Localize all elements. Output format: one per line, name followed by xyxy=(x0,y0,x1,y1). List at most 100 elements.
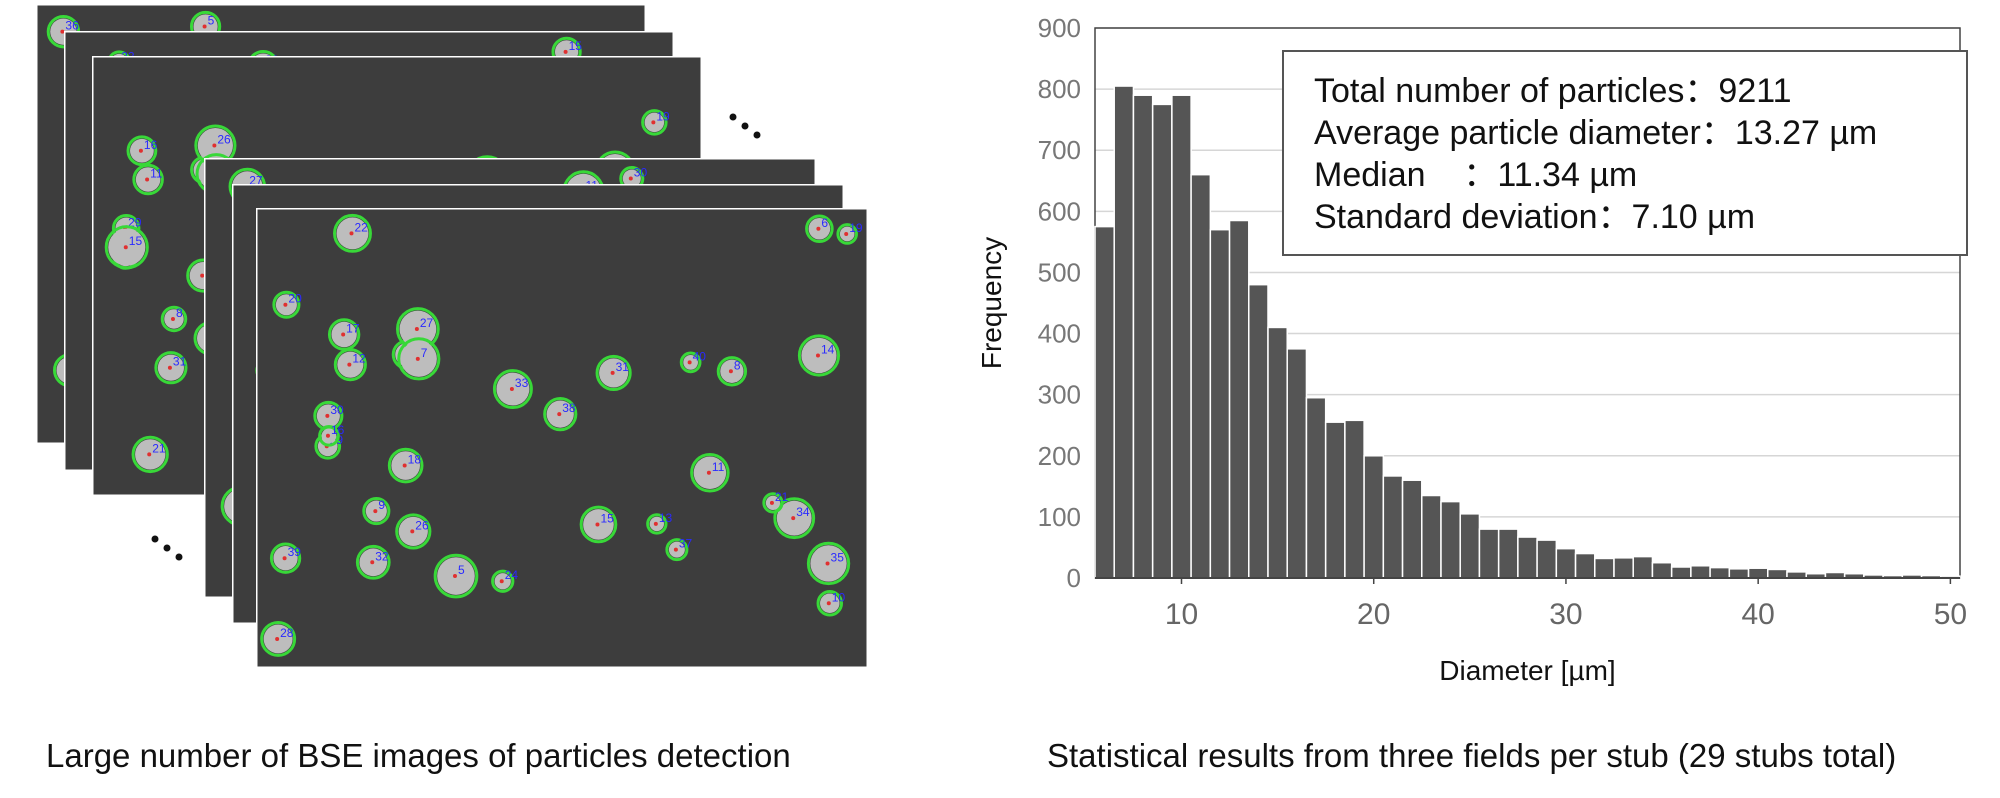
particle-label: 31 xyxy=(173,355,187,369)
particle-label: 24 xyxy=(505,568,519,582)
particle-centroid xyxy=(147,452,152,457)
particle-label: 28 xyxy=(280,626,294,640)
particle-label: 11 xyxy=(150,166,163,180)
histogram-bar xyxy=(1190,173,1212,579)
histogram-bar xyxy=(1478,528,1500,579)
particle-centroid xyxy=(815,353,820,358)
particle-centroid xyxy=(687,360,692,365)
particle-label: 17 xyxy=(346,321,360,335)
particle-centroid xyxy=(769,500,774,505)
particle-centroid xyxy=(673,547,678,552)
particle-contour xyxy=(126,135,158,167)
particle-contour xyxy=(762,492,784,514)
particle-label: 20 xyxy=(288,292,302,306)
particle-label: 39 xyxy=(288,545,302,559)
histogram-bar xyxy=(1440,500,1461,579)
particle-label: 30 xyxy=(330,403,344,417)
histogram-bar xyxy=(1517,536,1538,579)
histogram-bar xyxy=(1594,557,1615,579)
particle-label: 12 xyxy=(352,352,366,366)
particle-contour xyxy=(397,337,441,381)
particle-contour xyxy=(816,590,844,617)
particle-centroid xyxy=(145,177,150,182)
particle-label: 21 xyxy=(775,490,789,504)
particle-label: 22 xyxy=(354,220,368,234)
histogram-bar xyxy=(1670,566,1692,579)
y-tick-label: 700 xyxy=(1038,135,1081,165)
particle-contour xyxy=(272,290,301,319)
particle-centroid xyxy=(563,49,568,54)
particle-contour xyxy=(773,497,816,540)
std-deviation-label: Standard deviation： xyxy=(1314,198,1632,236)
particle-label: 7 xyxy=(421,346,428,360)
particle-label: 33 xyxy=(515,376,529,390)
particle-centroid xyxy=(509,387,514,392)
particle-label: 36 xyxy=(65,19,79,33)
particle-centroid xyxy=(212,143,217,148)
average-diameter-value: 13.27 µm xyxy=(1734,114,1878,152)
particle-label: 5 xyxy=(208,13,215,27)
histogram-bar xyxy=(1690,565,1711,579)
particle-label: 27 xyxy=(420,316,434,330)
micrograph-background xyxy=(256,208,868,668)
average-diameter-label: Average particle diameter： xyxy=(1314,114,1735,152)
histogram-bar xyxy=(1555,547,1577,579)
particle-centroid xyxy=(414,327,419,332)
median-value: 11.34 µm xyxy=(1497,156,1638,194)
particle-contour xyxy=(665,538,689,562)
histogram-bar xyxy=(1651,561,1673,579)
histogram-bar xyxy=(1324,421,1346,579)
histogram-bar xyxy=(1421,494,1442,579)
x-tick-label: 40 xyxy=(1741,598,1774,631)
particle-contour xyxy=(641,109,668,136)
particle-label: 40 xyxy=(693,349,707,363)
particle-centroid xyxy=(844,231,849,236)
particle-centroid xyxy=(816,226,821,231)
y-tick-label: 100 xyxy=(1038,502,1081,532)
particle-centroid xyxy=(341,332,346,337)
x-tick-label: 30 xyxy=(1549,598,1582,631)
histogram-bar xyxy=(1113,85,1135,579)
median-line: Median ：11.34 µm xyxy=(1314,154,1966,196)
particle-centroid xyxy=(706,470,711,475)
particle-contour xyxy=(333,213,372,253)
particle-label: 13 xyxy=(659,511,673,525)
particle-contour xyxy=(362,497,391,526)
particle-contour xyxy=(333,348,367,382)
histogram-bar xyxy=(1267,326,1288,579)
particle-label: 26 xyxy=(217,133,231,147)
x-axis-label: Diameter [µm] xyxy=(1439,655,1615,686)
particle-label: 30 xyxy=(634,166,648,180)
y-tick-label: 600 xyxy=(1038,196,1081,226)
y-tick-label: 400 xyxy=(1038,319,1081,349)
particle-centroid xyxy=(202,24,207,29)
particle-contour xyxy=(395,513,432,550)
histogram-bar xyxy=(1728,568,1750,579)
histogram-bar xyxy=(1209,228,1231,579)
particle-contour xyxy=(269,542,302,574)
y-tick-label: 0 xyxy=(1067,563,1081,593)
histogram-bar xyxy=(1382,475,1404,579)
particle-contour xyxy=(355,544,391,580)
particle-label: 35 xyxy=(831,550,845,564)
particle-contour xyxy=(327,318,361,351)
particle-label: 16 xyxy=(144,138,158,152)
particle-centroid xyxy=(415,356,420,361)
particle-label: 10 xyxy=(832,590,846,604)
histogram-bar xyxy=(1094,225,1115,579)
particle-contour xyxy=(318,424,340,447)
x-tick-label: 20 xyxy=(1357,598,1390,631)
histogram-bar xyxy=(1747,567,1769,579)
particle-contour xyxy=(579,505,618,544)
histogram-bar xyxy=(1132,94,1154,579)
histogram-bar xyxy=(1286,348,1308,579)
y-tick-label: 500 xyxy=(1038,257,1081,287)
particle-contour xyxy=(260,620,297,657)
particle-contour xyxy=(491,569,515,593)
particle-contour xyxy=(492,369,533,410)
total-particles-value: 9211 xyxy=(1718,72,1792,110)
particle-centroid xyxy=(283,302,288,307)
particle-centroid xyxy=(628,176,633,181)
particle-label: 15 xyxy=(600,511,614,525)
particle-contour xyxy=(679,351,702,374)
